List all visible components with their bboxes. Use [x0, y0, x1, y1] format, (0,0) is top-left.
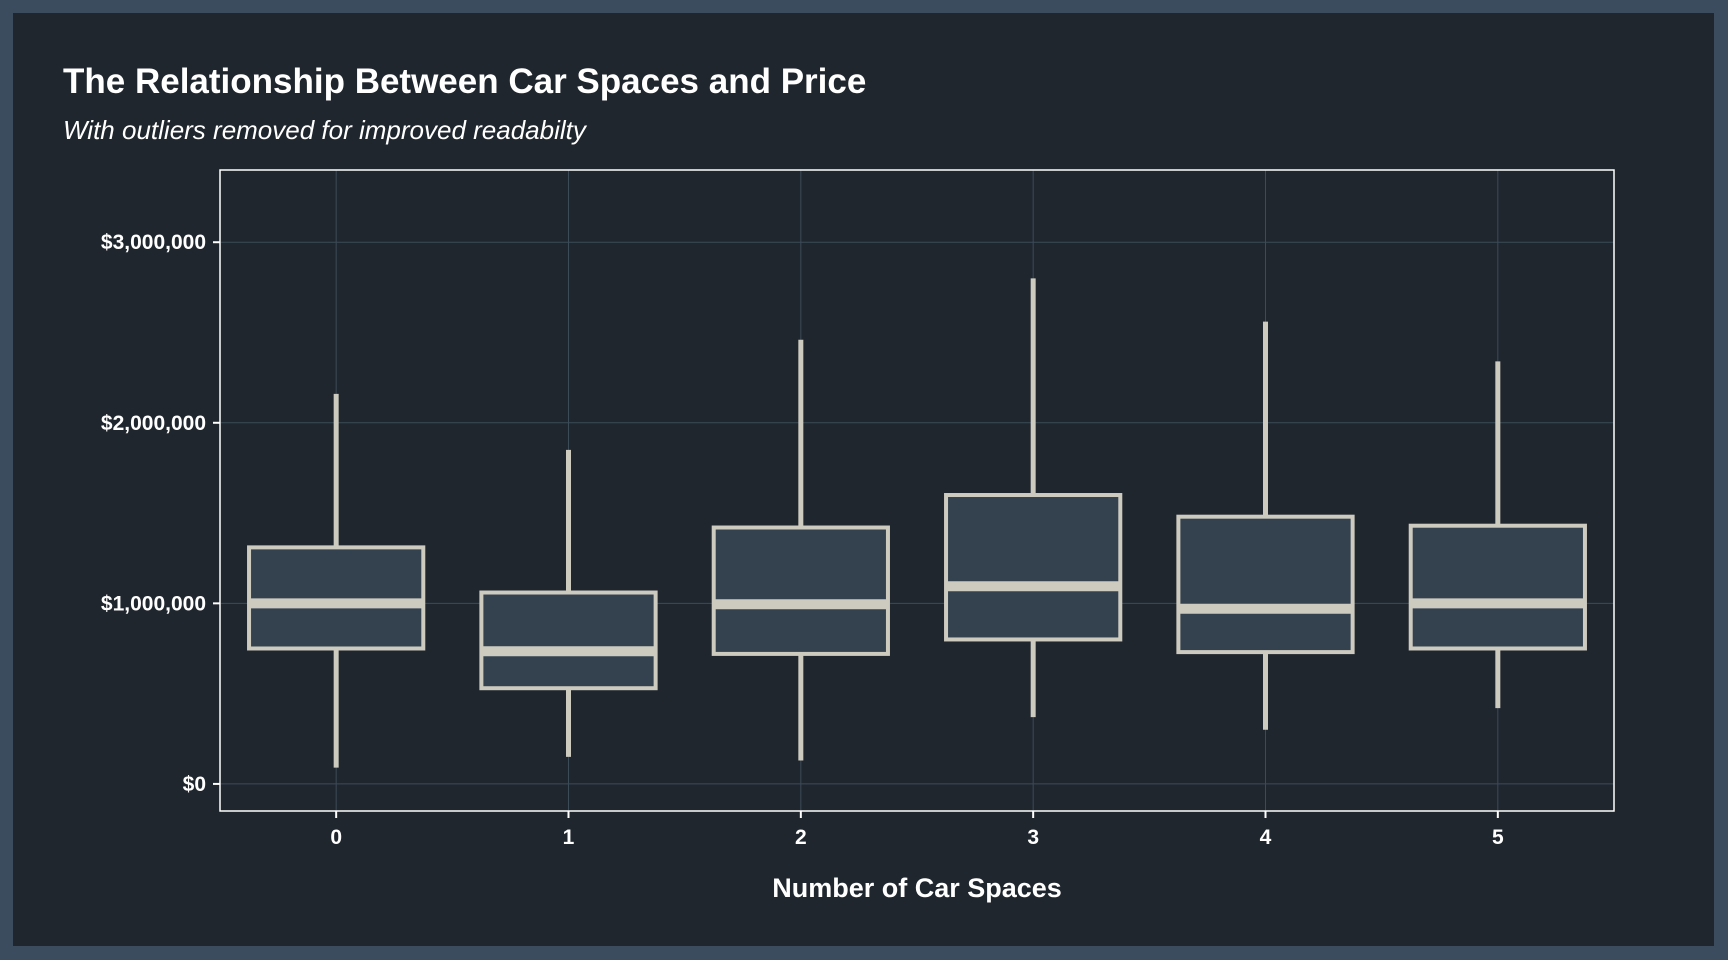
x-tick-label: 1 — [563, 826, 575, 849]
y-tick-label: $2,000,000 — [101, 412, 206, 435]
grid-lines — [220, 170, 1614, 811]
box-iqr — [1408, 523, 1587, 651]
box-1 — [479, 449, 658, 757]
box-iqr — [247, 545, 426, 651]
x-tick-label: 4 — [1260, 826, 1272, 849]
box-iqr — [1176, 514, 1355, 655]
chart-background — [13, 13, 1714, 946]
x-tick-label: 0 — [330, 826, 342, 849]
axes: $0 $1,000,000 $2,000,000 $3,000,000 0 1 2 3 4 5 — [101, 231, 1504, 849]
box-5 — [1408, 361, 1587, 709]
box-iqr — [711, 525, 890, 656]
box-series — [247, 278, 1587, 768]
box-iqr — [479, 590, 658, 691]
x-axis-title: Number of Car Spaces — [772, 873, 1062, 903]
y-tick-label: $1,000,000 — [101, 592, 206, 615]
box-3 — [944, 278, 1123, 718]
x-tick-label: 3 — [1027, 826, 1039, 849]
chart-title: The Relationship Between Car Spaces and … — [63, 62, 867, 101]
box-iqr — [944, 493, 1123, 642]
box-0 — [247, 393, 426, 768]
box-2 — [711, 339, 890, 761]
y-tick-label: $3,000,000 — [101, 231, 206, 254]
box-4 — [1176, 321, 1355, 730]
y-tick-label: $0 — [183, 773, 206, 796]
x-tick-label: 2 — [795, 826, 807, 849]
chart-subtitle: With outliers removed for improved reada… — [63, 115, 586, 145]
plot-panel-border — [219, 169, 1615, 812]
x-tick-label: 5 — [1492, 826, 1504, 849]
